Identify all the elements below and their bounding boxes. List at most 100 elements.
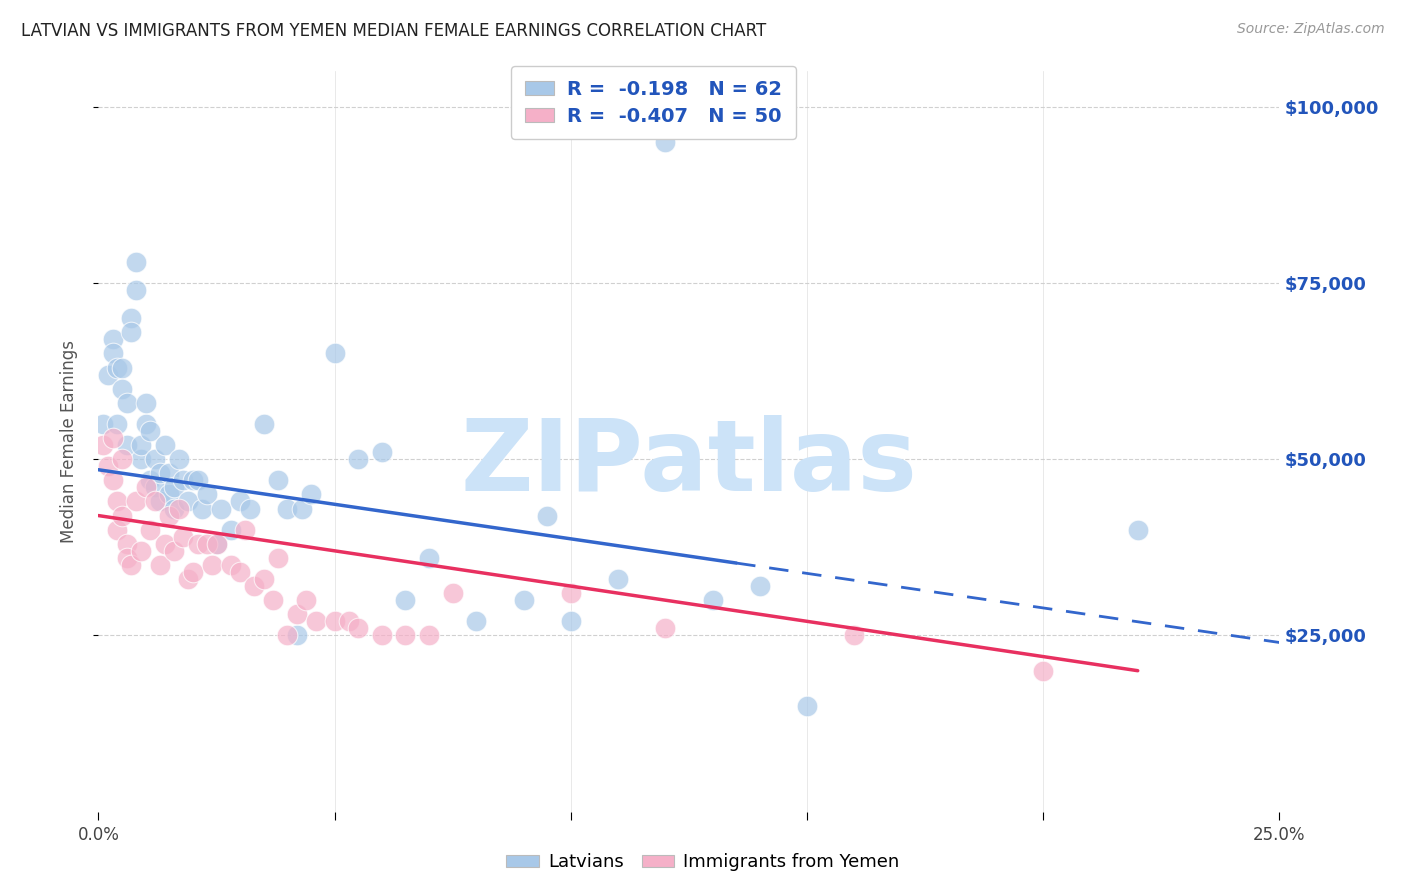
Point: [105, 523, 128, 537]
Point: [149, 494, 172, 508]
Point: [157, 487, 180, 501]
Point: [418, 550, 440, 565]
Point: [233, 523, 256, 537]
Point: [97, 368, 120, 382]
Point: [418, 628, 440, 642]
Y-axis label: Median Female Earnings: Median Female Earnings: [59, 340, 77, 543]
Point: [101, 332, 124, 346]
Point: [172, 530, 194, 544]
Point: [295, 593, 318, 607]
Point: [748, 579, 770, 593]
Point: [111, 382, 134, 396]
Point: [115, 537, 138, 551]
Point: [177, 494, 200, 508]
Point: [209, 501, 232, 516]
Point: [143, 494, 166, 508]
Point: [536, 508, 558, 523]
Point: [276, 628, 298, 642]
Point: [139, 473, 162, 487]
Point: [121, 311, 143, 326]
Point: [229, 565, 252, 579]
Point: [143, 480, 166, 494]
Point: [290, 501, 312, 516]
Point: [285, 607, 308, 622]
Point: [121, 558, 143, 572]
Point: [262, 593, 284, 607]
Point: [205, 537, 228, 551]
Point: [167, 501, 190, 516]
Point: [91, 417, 114, 431]
Point: [149, 558, 172, 572]
Point: [654, 135, 676, 149]
Point: [153, 537, 176, 551]
Point: [323, 346, 346, 360]
Point: [702, 593, 724, 607]
Point: [125, 283, 148, 297]
Point: [465, 615, 488, 629]
Point: [1032, 664, 1054, 678]
Point: [129, 438, 152, 452]
Point: [285, 628, 308, 642]
Point: [105, 494, 128, 508]
Point: [97, 459, 120, 474]
Legend: R =  -0.198   N = 62, R =  -0.407   N = 50: R = -0.198 N = 62, R = -0.407 N = 50: [510, 66, 796, 139]
Point: [796, 698, 818, 713]
Point: [115, 550, 138, 565]
Point: [191, 501, 214, 516]
Point: [135, 396, 157, 410]
Point: [115, 396, 138, 410]
Point: [219, 523, 242, 537]
Point: [347, 621, 370, 635]
Point: [607, 572, 630, 586]
Point: [512, 593, 534, 607]
Point: [337, 615, 360, 629]
Point: [163, 480, 186, 494]
Point: [276, 501, 298, 516]
Point: [135, 417, 157, 431]
Point: [181, 565, 204, 579]
Point: [125, 494, 148, 508]
Point: [229, 494, 252, 508]
Point: [129, 544, 152, 558]
Point: [111, 360, 134, 375]
Text: ZIPatlas: ZIPatlas: [461, 416, 917, 512]
Point: [187, 473, 209, 487]
Point: [844, 628, 866, 642]
Point: [347, 452, 370, 467]
Point: [143, 452, 166, 467]
Point: [239, 501, 262, 516]
Point: [105, 417, 128, 431]
Point: [101, 473, 124, 487]
Point: [299, 487, 322, 501]
Point: [441, 586, 464, 600]
Point: [195, 487, 218, 501]
Point: [167, 452, 190, 467]
Point: [267, 473, 290, 487]
Point: [129, 452, 152, 467]
Point: [157, 508, 180, 523]
Point: [101, 431, 124, 445]
Point: [187, 537, 209, 551]
Point: [181, 473, 204, 487]
Point: [195, 537, 218, 551]
Point: [172, 473, 194, 487]
Point: [560, 586, 582, 600]
Point: [201, 558, 224, 572]
Point: [125, 254, 148, 268]
Point: [371, 628, 394, 642]
Point: [111, 452, 134, 467]
Point: [139, 424, 162, 438]
Point: [163, 544, 186, 558]
Point: [111, 508, 134, 523]
Point: [394, 628, 416, 642]
Point: [267, 550, 290, 565]
Point: [101, 346, 124, 360]
Point: [105, 360, 128, 375]
Point: [560, 615, 582, 629]
Point: [91, 438, 114, 452]
Point: [253, 572, 276, 586]
Point: [163, 501, 186, 516]
Point: [243, 579, 266, 593]
Point: [177, 572, 200, 586]
Point: [115, 438, 138, 452]
